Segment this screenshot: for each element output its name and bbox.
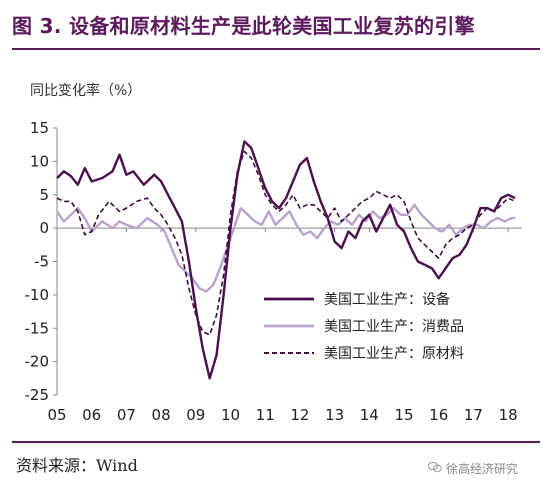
x-tick-label: 13 [325, 406, 344, 424]
series-line-2 [56, 150, 516, 336]
y-tick-label: 5 [39, 186, 49, 204]
watermark: 徐高经济研究 [428, 460, 518, 477]
watermark-text: 徐高经济研究 [446, 462, 519, 476]
y-tick-label: 0 [39, 219, 49, 237]
x-tick-label: 18 [499, 406, 518, 424]
wechat-icon [428, 461, 442, 476]
series-line-1 [56, 203, 516, 293]
x-tick-label: 11 [256, 406, 275, 424]
y-tick-label: -15 [25, 319, 50, 337]
y-tick-label: 10 [30, 152, 49, 170]
source-divider [12, 441, 540, 443]
y-axis-label: 同比变化率（%） [30, 82, 141, 99]
x-tick-label: 07 [117, 406, 136, 424]
y-tick-label: -25 [25, 386, 50, 404]
x-tick-label: 09 [186, 406, 205, 424]
figure-title: 图 3. 设备和原材料生产是此轮美国工业复苏的引擎 [12, 14, 475, 38]
x-tick-label: 12 [290, 406, 309, 424]
series-lines [56, 140, 516, 380]
x-tick-label: 10 [221, 406, 240, 424]
legend-label: 美国工业生产：消费品 [324, 319, 464, 335]
x-tick-label: 05 [47, 406, 66, 424]
x-tick-label: 15 [394, 406, 413, 424]
y-tick-label: -20 [25, 353, 50, 371]
x-tick-label: 14 [360, 406, 379, 424]
y-tick-label: -5 [34, 253, 49, 271]
x-tick-label: 16 [429, 406, 448, 424]
legend-label: 美国工业生产：设备 [324, 291, 450, 308]
axes: 15 10 5 0 -5 -10 -15 -20 -25 05 06 07 08 09 10 11 12 13 14… [25, 119, 522, 424]
legend-label: 美国工业生产：原材料 [324, 346, 464, 362]
x-tick-label: 08 [152, 406, 171, 424]
series-line-0 [56, 140, 516, 380]
title-divider [12, 48, 540, 50]
x-tick-label: 17 [464, 406, 483, 424]
source-note: 资料来源：Wind [16, 456, 138, 475]
y-tick-label: -10 [25, 286, 50, 304]
y-tick-label: 15 [30, 119, 49, 137]
x-tick-label: 06 [82, 406, 101, 424]
